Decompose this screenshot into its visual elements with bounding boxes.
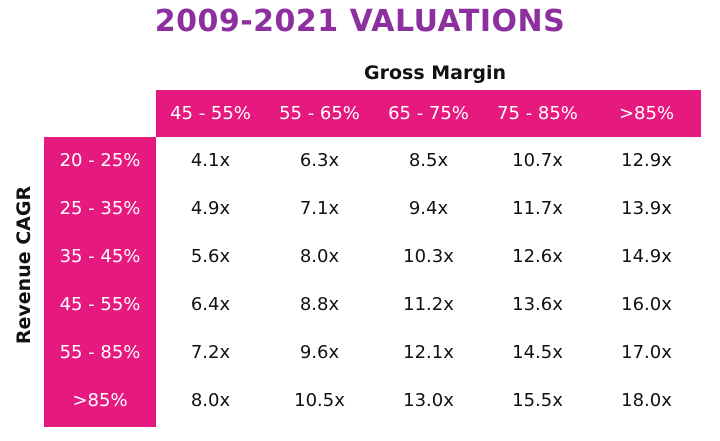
column-header: >85% <box>618 103 675 124</box>
table-cell: 13.6x <box>512 294 563 315</box>
table-cell: 18.0x <box>621 390 672 411</box>
table-cell: 9.4x <box>408 198 449 219</box>
table-cell: 12.1x <box>403 342 454 363</box>
table-cell: 16.0x <box>621 294 672 315</box>
row-header: 55 - 85% <box>59 342 141 363</box>
table-cell: 14.9x <box>621 246 672 267</box>
row-header: 20 - 25% <box>59 150 141 171</box>
table-cell: 12.9x <box>621 150 672 171</box>
table-cell: 11.7x <box>512 198 563 219</box>
table-cell: 7.2x <box>190 342 231 363</box>
row-header: 35 - 45% <box>59 246 141 267</box>
table-cell: 10.7x <box>512 150 563 171</box>
table-cell: 8.0x <box>299 246 340 267</box>
table-cell: 8.0x <box>190 390 231 411</box>
table-cell: 10.3x <box>403 246 454 267</box>
table-cell: 15.5x <box>512 390 563 411</box>
table-cell: 8.8x <box>299 294 340 315</box>
table-cell: 13.0x <box>403 390 454 411</box>
table-cell: 9.6x <box>299 342 340 363</box>
column-header: 55 - 65% <box>279 103 360 124</box>
table-cell: 14.5x <box>512 342 563 363</box>
table-cell: 7.1x <box>299 198 340 219</box>
table-cell: 5.6x <box>190 246 231 267</box>
column-header-band <box>156 90 701 137</box>
row-header: 25 - 35% <box>59 198 141 219</box>
table-cell: 13.9x <box>621 198 672 219</box>
table-cell: 6.3x <box>299 150 340 171</box>
row-header-band <box>44 137 156 427</box>
row-header: 45 - 55% <box>59 294 141 315</box>
table-cell: 6.4x <box>190 294 231 315</box>
table-cell: 17.0x <box>621 342 672 363</box>
table-cell: 11.2x <box>403 294 454 315</box>
table-cell: 8.5x <box>408 150 449 171</box>
table-cell: 12.6x <box>512 246 563 267</box>
column-header: 45 - 55% <box>170 103 251 124</box>
column-header: 65 - 75% <box>388 103 469 124</box>
row-axis-label: Revenue CAGR <box>13 185 35 345</box>
chart-title: 2009-2021 VALUATIONS <box>154 4 566 39</box>
table-cell: 10.5x <box>294 390 345 411</box>
table-cell: 4.9x <box>190 198 231 219</box>
table-cell: 4.1x <box>190 150 231 171</box>
column-header: 75 - 85% <box>497 103 578 124</box>
column-axis-label: Gross Margin <box>364 62 506 84</box>
row-header: >85% <box>72 390 128 411</box>
